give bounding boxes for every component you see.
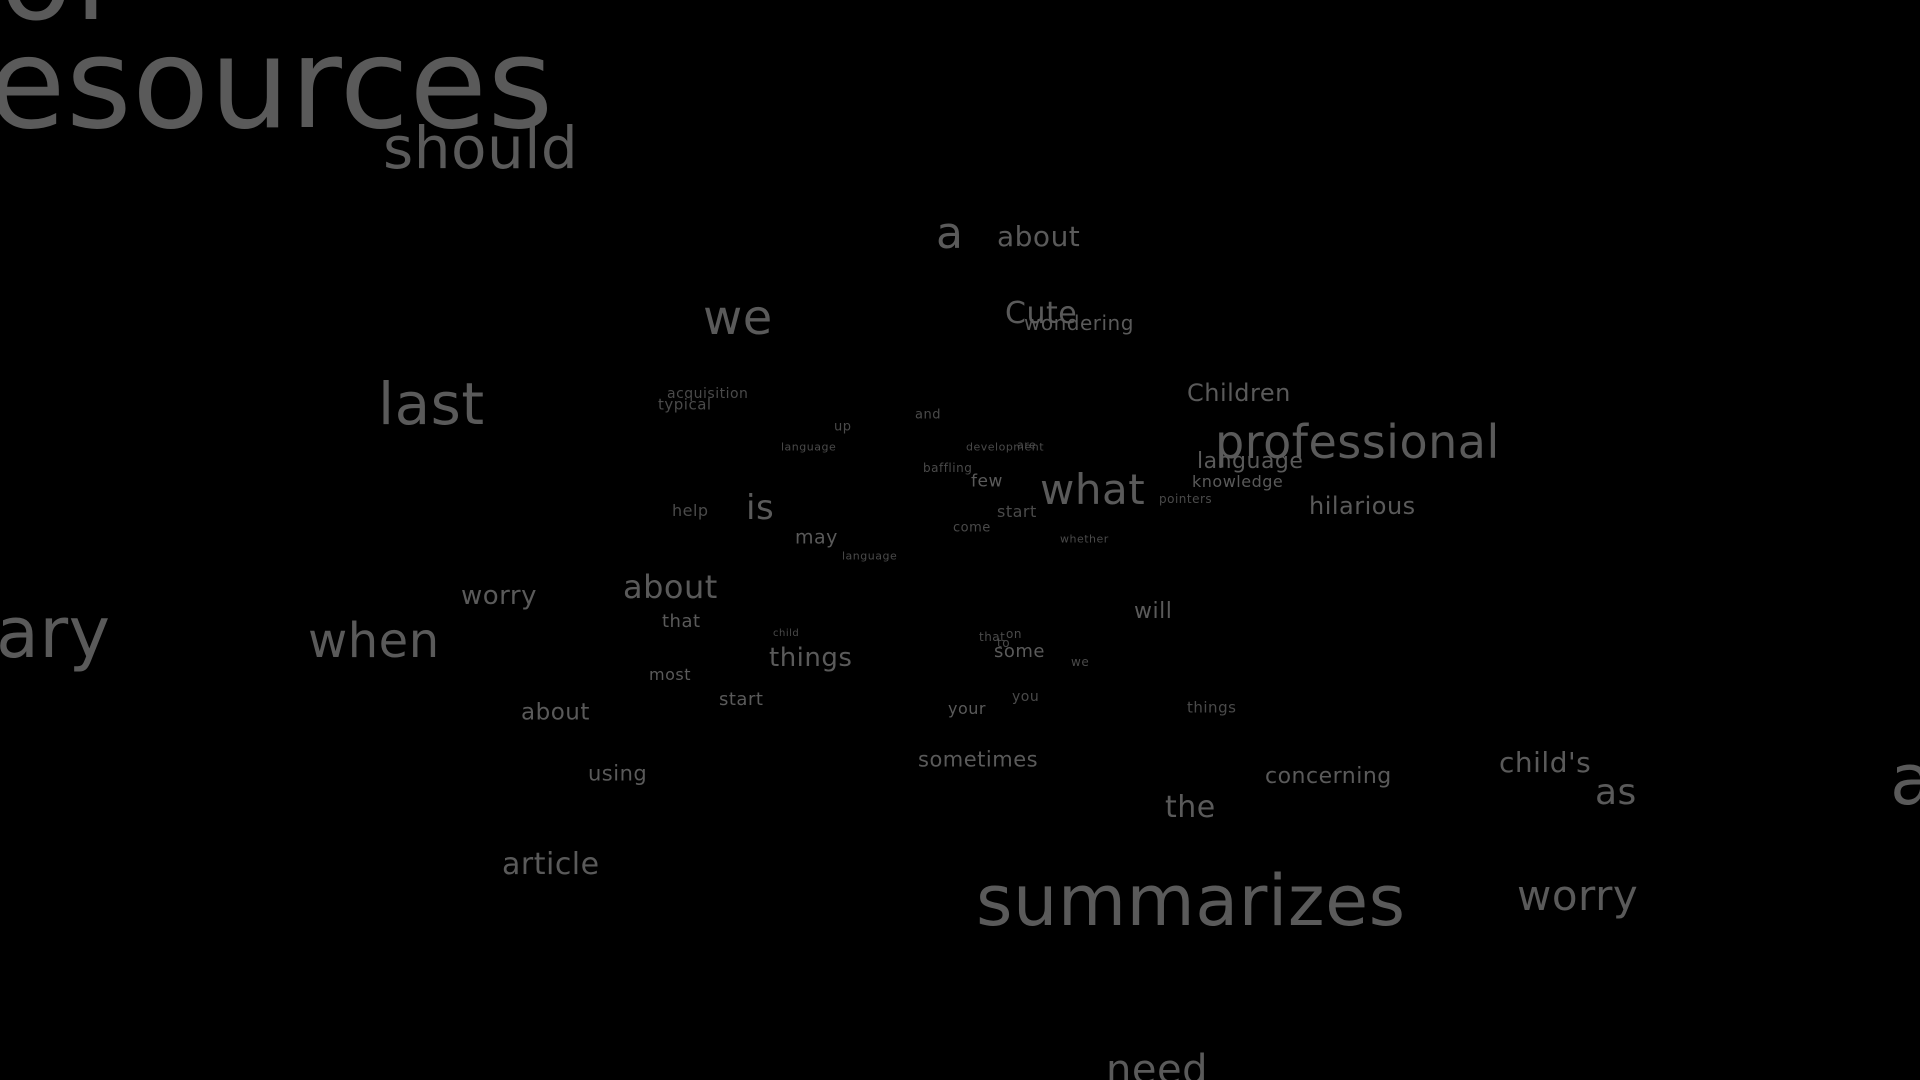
word-childs: child's: [1499, 746, 1592, 779]
word-a-edge: a: [1890, 739, 1920, 821]
word-help: help: [672, 501, 709, 520]
word-to: to: [997, 636, 1011, 650]
word-things: things: [769, 643, 853, 673]
word-is: is: [746, 488, 775, 528]
word-concerning: concerning: [1265, 764, 1392, 789]
word-what: what: [1040, 465, 1146, 514]
word-your: your: [948, 699, 986, 718]
word-sometimes: sometimes: [918, 747, 1039, 772]
word-when: when: [308, 613, 440, 669]
word-the: the: [1165, 790, 1216, 825]
word-will: will: [1134, 599, 1173, 624]
word-some: some: [994, 641, 1045, 662]
word-most: most: [649, 665, 691, 684]
word-children: Children: [1187, 379, 1291, 407]
word-knowledge: knowledge: [1192, 472, 1284, 491]
word-whether: whether: [1060, 532, 1109, 546]
word-may: may: [795, 526, 838, 549]
word-language: language: [1197, 449, 1304, 474]
word-worry: worry: [461, 581, 537, 611]
word-using: using: [588, 761, 648, 786]
word-that-small: that: [979, 630, 1006, 644]
word-typical: typical: [658, 395, 712, 414]
word-come: come: [953, 520, 991, 536]
word-start-small: start: [997, 502, 1037, 521]
word-few: few: [971, 471, 1003, 492]
word-last: last: [378, 370, 485, 438]
word-baffling: baffling: [923, 461, 973, 475]
word-language-small: language: [781, 440, 837, 454]
word-development: development: [966, 440, 1045, 454]
word-esources: esources: [0, 10, 554, 157]
word-start: start: [719, 689, 764, 710]
word-you: you: [1012, 689, 1040, 705]
word-article: article: [502, 847, 600, 882]
word-hilarious: hilarious: [1309, 492, 1416, 520]
word-about: about: [997, 220, 1081, 253]
word-we-small: we: [1071, 655, 1090, 669]
word-should: should: [383, 114, 579, 182]
word-on: on: [1006, 627, 1022, 641]
word-need: need: [1106, 1047, 1208, 1080]
word-are: are: [1017, 438, 1037, 452]
word-about-lower: about: [521, 699, 590, 726]
word-professional: professional: [1215, 415, 1500, 469]
word-about-mid: about: [623, 568, 718, 606]
word-child: child: [773, 628, 800, 639]
word-a: a: [936, 208, 964, 259]
word-that: that: [662, 611, 701, 632]
word-ary: ary: [0, 592, 111, 674]
word-language-tiny: language: [842, 549, 898, 563]
word-of: of: [0, 0, 115, 37]
word-up: up: [834, 419, 852, 435]
word-as: as: [1595, 772, 1637, 813]
word-pointers: pointers: [1159, 492, 1213, 506]
word-we: we: [703, 290, 773, 346]
word-summarizes: summarizes: [976, 860, 1406, 942]
word-wondering: wondering: [1024, 311, 1134, 335]
word-cute: Cute: [1005, 296, 1078, 331]
word-things-small: things: [1187, 698, 1237, 717]
word-and: and: [915, 407, 941, 423]
word-acquisition: acquisition: [667, 386, 749, 402]
word-worry-lower: worry: [1517, 871, 1639, 920]
